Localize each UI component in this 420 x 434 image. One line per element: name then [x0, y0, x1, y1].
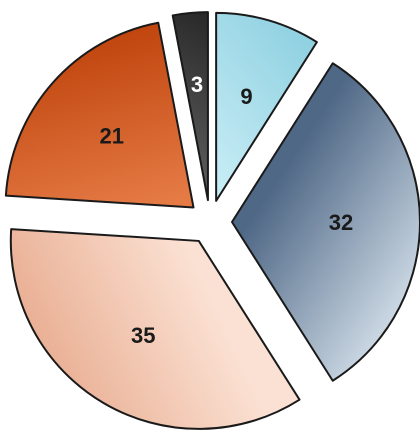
pie-slices	[4, 11, 420, 430]
pie-slice-35	[9, 228, 301, 430]
pie-slice-3	[171, 11, 209, 202]
data-label-21: 21	[99, 123, 123, 148]
data-label-9: 9	[240, 84, 252, 109]
pie-slice-9	[215, 11, 318, 202]
data-label-35: 35	[131, 323, 155, 348]
pie-labels: 9 32 35 21 3	[99, 72, 353, 348]
data-label-3: 3	[191, 72, 203, 97]
data-label-32: 32	[329, 210, 353, 235]
pie-slice-21	[4, 21, 195, 209]
